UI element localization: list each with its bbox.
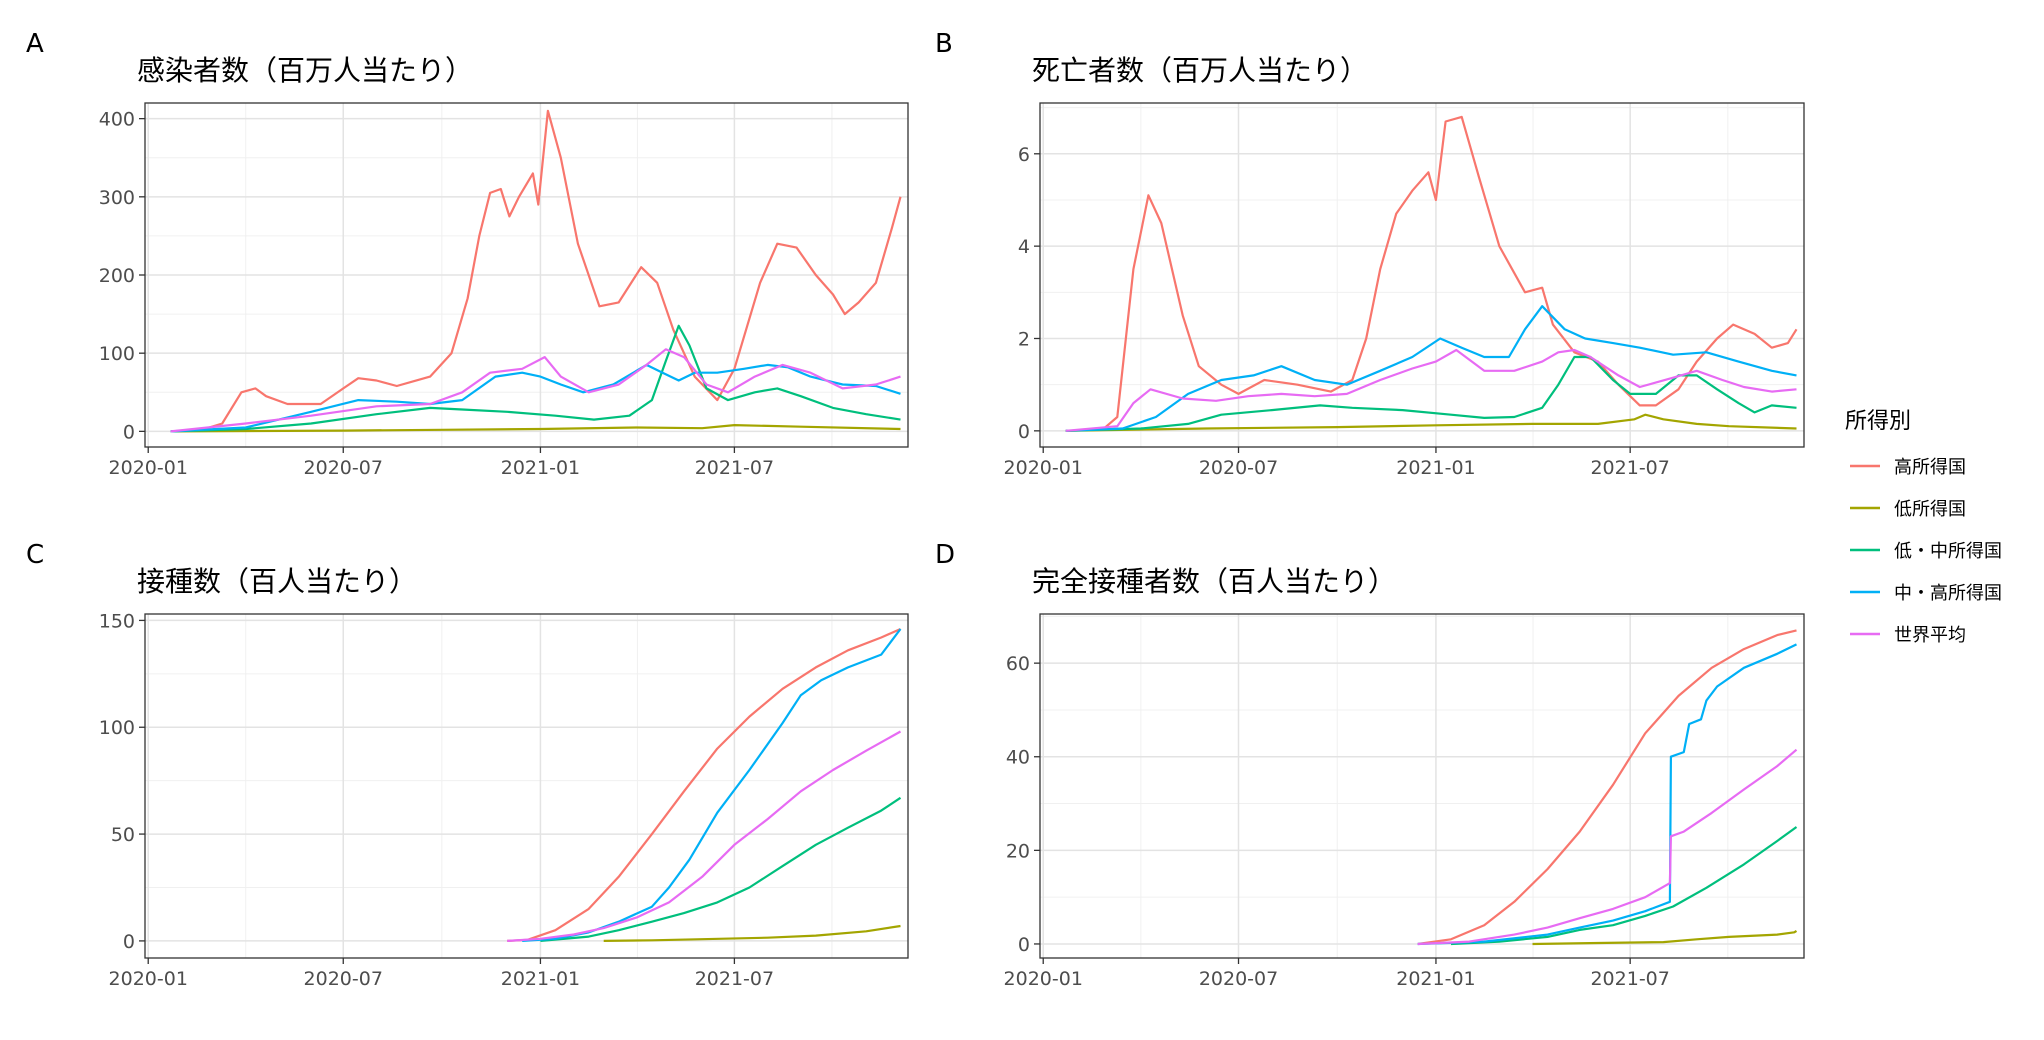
x-tick-label: 2020-01 bbox=[109, 457, 188, 479]
series-line bbox=[1065, 305, 1797, 432]
x-tick-label: 2020-07 bbox=[1199, 457, 1278, 479]
x-tick-label: 2020-07 bbox=[304, 457, 383, 479]
plot-border bbox=[1039, 613, 1805, 959]
series-line bbox=[170, 348, 901, 433]
series-line bbox=[540, 796, 902, 942]
legend-label: 中・高所得国 bbox=[1894, 583, 2002, 604]
x-tick-label: 2020-01 bbox=[1004, 457, 1083, 479]
legend-label: 世界平均 bbox=[1894, 625, 1966, 646]
series-line bbox=[1065, 355, 1797, 432]
x-tick-label: 2021-01 bbox=[501, 457, 580, 479]
x-tick-label: 2021-01 bbox=[1396, 457, 1475, 479]
x-tick-label: 2021-01 bbox=[501, 968, 580, 990]
series-line bbox=[507, 627, 901, 942]
series-line bbox=[170, 424, 901, 433]
panel-a-plot: 2020-01 2020-07 2021-01 2021-07 0 100 200 300 40… bbox=[99, 102, 909, 479]
panel-d-plot: 2020-01 2020-07 2021-01 2021-07 0 20 40 60 bbox=[1004, 613, 1805, 990]
panel-b-plot: 2020-01 2020-07 2021-01 2021-07 0 2 4 6 bbox=[1004, 102, 1805, 479]
series-line bbox=[1065, 348, 1797, 432]
x-tick-label: 2021-07 bbox=[1590, 968, 1669, 990]
series-line bbox=[1417, 643, 1797, 946]
panel-c-plot: 2020-01 2020-07 2021-01 2021-07 0 50 100 150 bbox=[99, 610, 909, 990]
y-tick-label: 300 bbox=[99, 187, 135, 209]
y-tick-label: 150 bbox=[99, 610, 135, 632]
x-tick-label: 2020-07 bbox=[304, 968, 383, 990]
y-tick-label: 60 bbox=[1006, 653, 1030, 675]
series-line bbox=[603, 924, 901, 942]
panel-b: B 死亡者数（百万人当たり） 2020-01 2020-07 2021-01 2021… bbox=[935, 29, 1805, 479]
panel-letter-d: D bbox=[935, 540, 955, 570]
x-tick-label: 2020-07 bbox=[1199, 968, 1278, 990]
series-line bbox=[1417, 748, 1798, 946]
y-tick-label: 200 bbox=[99, 265, 135, 287]
panel-a-title: 感染者数（百万人当たり） bbox=[137, 54, 473, 87]
y-tick-label: 0 bbox=[1018, 934, 1030, 956]
x-tick-label: 2020-01 bbox=[109, 968, 188, 990]
legend-label: 低・中所得国 bbox=[1894, 541, 2002, 562]
series-line bbox=[1450, 826, 1798, 946]
series-line bbox=[1417, 629, 1797, 946]
series-line bbox=[507, 730, 902, 942]
y-tick-label: 50 bbox=[111, 824, 135, 846]
panel-a: A 感染者数（百万人当たり） 2020-01 2020-07 2021-01 2021… bbox=[26, 29, 909, 479]
legend-label: 高所得国 bbox=[1894, 457, 1966, 478]
plot-border bbox=[1039, 102, 1805, 448]
y-tick-label: 6 bbox=[1018, 144, 1030, 166]
y-tick-label: 400 bbox=[99, 109, 135, 131]
y-tick-label: 0 bbox=[1018, 421, 1030, 443]
y-tick-label: 4 bbox=[1018, 236, 1030, 258]
x-tick-label: 2021-01 bbox=[1396, 968, 1475, 990]
x-tick-label: 2021-07 bbox=[695, 457, 774, 479]
plot-background bbox=[1040, 103, 1804, 447]
y-tick-label: 100 bbox=[99, 343, 135, 365]
series-line bbox=[1065, 413, 1797, 432]
legend-label: 低所得国 bbox=[1894, 499, 1966, 520]
series-line bbox=[1532, 929, 1798, 946]
x-tick-label: 2021-07 bbox=[695, 968, 774, 990]
panel-letter-b: B bbox=[935, 29, 953, 59]
panel-c: C 接種数（百人当たり） 2020-01 2020-07 2021-01 2021-0… bbox=[26, 540, 909, 990]
plot-border bbox=[144, 613, 909, 959]
series-line bbox=[170, 324, 901, 433]
plot-background bbox=[1040, 614, 1804, 958]
y-tick-label: 2 bbox=[1018, 328, 1030, 350]
x-tick-label: 2021-07 bbox=[1590, 457, 1669, 479]
panel-d-title: 完全接種者数（百人当たり） bbox=[1032, 565, 1396, 598]
y-tick-label: 0 bbox=[123, 421, 135, 443]
y-tick-label: 100 bbox=[99, 717, 135, 739]
plot-background bbox=[145, 614, 908, 958]
x-tick-label: 2020-01 bbox=[1004, 968, 1083, 990]
series-line bbox=[170, 109, 902, 433]
panel-d: D 完全接種者数（百人当たり） 2020-01 2020-07 2021-01 202… bbox=[935, 540, 1805, 990]
panel-c-title: 接種数（百人当たり） bbox=[137, 565, 417, 598]
panel-letter-a: A bbox=[26, 29, 44, 59]
y-tick-label: 0 bbox=[123, 931, 135, 953]
y-tick-label: 20 bbox=[1006, 840, 1030, 862]
panel-b-title: 死亡者数（百万人当たり） bbox=[1032, 54, 1368, 87]
plot-border bbox=[144, 102, 909, 448]
y-tick-label: 40 bbox=[1006, 747, 1030, 769]
legend-title: 所得別 bbox=[1845, 409, 1911, 434]
panel-letter-c: C bbox=[26, 540, 44, 570]
